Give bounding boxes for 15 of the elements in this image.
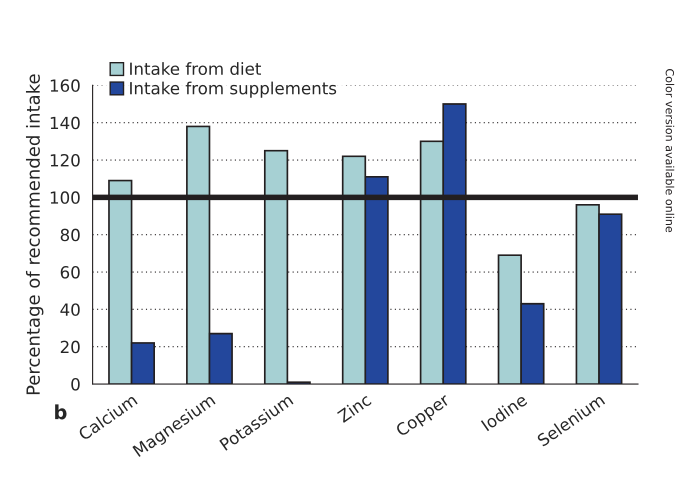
y-tick-label: 40 [60, 303, 80, 316]
y-tick-label: 100 [50, 191, 80, 204]
y-tick-label: 160 [50, 79, 80, 92]
y-axis-title: Percentage of recommended intake [26, 74, 44, 394]
text: b [55, 404, 67, 420]
x-tick-label: Zinc [336, 392, 372, 424]
legend-label: Intake from diet [130, 62, 262, 76]
y-tick-label: 140 [50, 116, 80, 130]
legend-label: Intake from supplements [130, 82, 336, 98]
text: Color version available online [666, 69, 674, 232]
y-tick-label: 20 [60, 340, 80, 354]
y-tick-label: 80 [60, 228, 80, 242]
y-tick-label: 120 [50, 154, 80, 167]
y-tick-label: 0 [71, 378, 80, 391]
y-tick-label: 60 [60, 266, 80, 279]
